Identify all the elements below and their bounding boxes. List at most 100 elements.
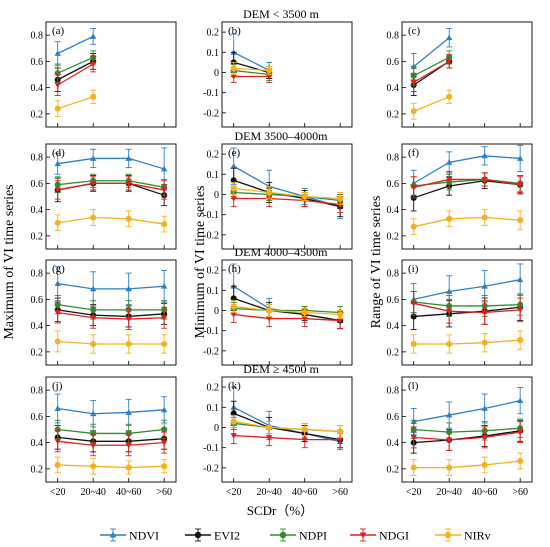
legend-label: EVI2 (214, 529, 240, 543)
panel-frame (401, 259, 533, 366)
data-point (481, 434, 488, 441)
series-line (57, 407, 165, 415)
data-point (54, 280, 61, 287)
series-line (233, 197, 341, 206)
panel-frame (221, 143, 353, 250)
data-point (410, 434, 417, 441)
series-line (413, 301, 521, 307)
data-point (301, 309, 308, 316)
series-line (57, 436, 165, 442)
legend: NDVI EVI2 NDPI NDGI NIRv (100, 529, 491, 543)
series-line (233, 297, 341, 322)
data-point (161, 426, 168, 433)
series-line (233, 313, 341, 322)
y-tick-label: 0.4 (387, 83, 400, 94)
series-line (233, 61, 270, 74)
y-tick-label: 0.8 (387, 153, 400, 164)
data-point (517, 457, 524, 465)
y-tick-label: 0.4 (387, 205, 400, 216)
data-point (266, 67, 273, 74)
y-tick-label: 0.8 (387, 386, 400, 397)
panel-label: (c) (408, 25, 421, 37)
panel-label: (d) (52, 147, 65, 159)
panel-frame (45, 376, 177, 483)
series-line (413, 37, 450, 68)
data-point (89, 61, 97, 68)
series-ndgi (410, 171, 524, 199)
x-tick-label: 40~60 (472, 487, 497, 498)
data-point (445, 159, 453, 165)
data-point (337, 311, 344, 318)
series-line (57, 282, 165, 290)
series-line (233, 406, 341, 443)
x-tick-label: <20 (406, 487, 422, 498)
data-point (125, 464, 132, 471)
y-tick-label: -0.2 (203, 230, 219, 241)
data-point (516, 276, 524, 283)
data-point (54, 219, 61, 226)
data-point (516, 307, 524, 314)
series-line (57, 309, 165, 318)
series-line (233, 51, 270, 72)
data-point (481, 214, 488, 221)
data-point (54, 82, 61, 89)
series-line (413, 430, 521, 444)
series-ndpi (54, 173, 168, 196)
data-point (445, 437, 453, 444)
y-tick-label: 0.8 (31, 31, 44, 42)
x-tick-label: 20~40 (80, 487, 105, 498)
y-tick-label: 0.6 (387, 412, 400, 423)
data-point (481, 152, 488, 159)
series-ndpi (230, 416, 344, 439)
data-point (410, 464, 417, 471)
legend-entry-nirv: NIRv (435, 529, 491, 543)
y-tick-label: 0.2 (207, 150, 220, 161)
series-nirv (410, 209, 524, 236)
y-tick-label: 0.2 (207, 266, 220, 277)
data-point (161, 221, 168, 228)
panel-l: 0.2 0.4 0.6 0.8 <20 20~40 40~60 >60 (l) (387, 376, 533, 498)
data-point (161, 463, 168, 470)
y-tick-label: 0.2 (387, 231, 400, 242)
series-ndvi (54, 147, 168, 191)
series-nirv (54, 456, 168, 475)
series-evi2 (410, 419, 524, 454)
data-point (446, 464, 453, 471)
row-title-2: DEM 3500–4000m (235, 129, 329, 143)
data-point (125, 442, 132, 449)
y-tick-label: -0.2 (203, 346, 219, 357)
data-point (410, 223, 417, 230)
data-point (230, 418, 237, 425)
series-line (233, 187, 341, 200)
series-ndgi (54, 430, 168, 457)
series-line (413, 216, 521, 228)
x-tick-label: 40~60 (292, 487, 317, 498)
data-point (445, 177, 453, 183)
panel-label: (a) (52, 25, 65, 37)
series-line (57, 182, 165, 196)
data-point (125, 316, 132, 323)
data-point (446, 93, 453, 100)
series-ndgi (54, 176, 168, 200)
y-axis-label-minimum: Minimum of VI time series (193, 186, 208, 339)
y-axis-label-maximum: Maximum of VI time series (2, 184, 17, 339)
legend-marker (109, 531, 117, 538)
y-tick-label: 0.6 (387, 179, 400, 190)
y-tick-label: 0.8 (387, 269, 400, 280)
x-tick-label: >60 (156, 487, 172, 498)
y-tick-label: 0.4 (31, 83, 44, 94)
data-point (89, 285, 97, 292)
series-ndgi (410, 421, 524, 451)
series-line (57, 440, 165, 446)
series-nirv (54, 330, 168, 354)
data-point (445, 34, 453, 41)
panel-h: -0.2 -0.1 0 0.1 0.2 (h) (203, 259, 353, 366)
panel-label: (i) (408, 263, 419, 275)
legend-marker (359, 532, 367, 539)
data-point (301, 316, 308, 322)
series-nirv (410, 89, 453, 120)
data-point (160, 187, 168, 194)
y-tick-label: 0.1 (207, 48, 220, 59)
y-tick-label: 0.6 (387, 57, 400, 68)
y-tick-label: 0.1 (207, 403, 220, 414)
